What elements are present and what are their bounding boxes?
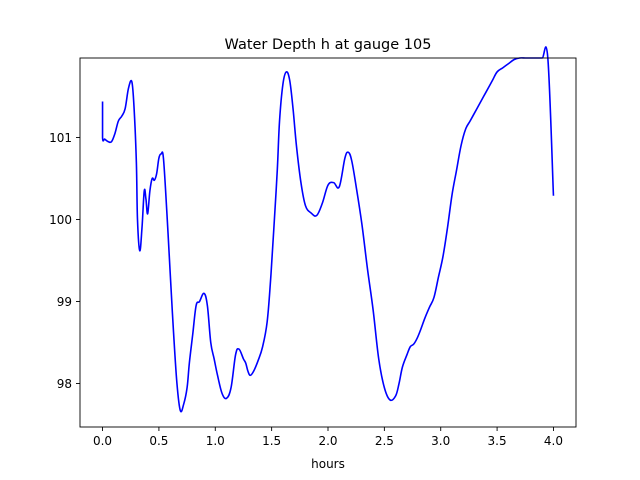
- y-axis-ticks: 98 99 100 101: [49, 131, 80, 391]
- x-tick-label: 4.0: [544, 434, 563, 448]
- axes-frame: [79, 57, 577, 428]
- x-axis-label: hours: [311, 457, 345, 471]
- x-tick-label: 3.0: [431, 434, 450, 448]
- y-tick-label: 101: [49, 131, 72, 145]
- x-tick-label: 1.0: [206, 434, 225, 448]
- x-axis-ticks: 0.0 0.5 1.0 1.5 2.0 2.5 3.0 3.5 4.0: [93, 427, 563, 448]
- x-tick-label: 0.5: [149, 434, 168, 448]
- x-tick-label: 0.0: [93, 434, 112, 448]
- y-tick-label: 99: [57, 295, 72, 309]
- x-tick-label: 2.0: [318, 434, 337, 448]
- y-tick-label: 100: [49, 213, 72, 227]
- x-tick-label: 2.5: [375, 434, 394, 448]
- x-tick-label: 3.5: [488, 434, 507, 448]
- x-tick-label: 1.5: [262, 434, 281, 448]
- series-line: [101, 46, 555, 413]
- chart-title: Water Depth h at gauge 105: [225, 37, 432, 53]
- y-tick-label: 98: [57, 377, 72, 391]
- plot-area: [80, 58, 576, 427]
